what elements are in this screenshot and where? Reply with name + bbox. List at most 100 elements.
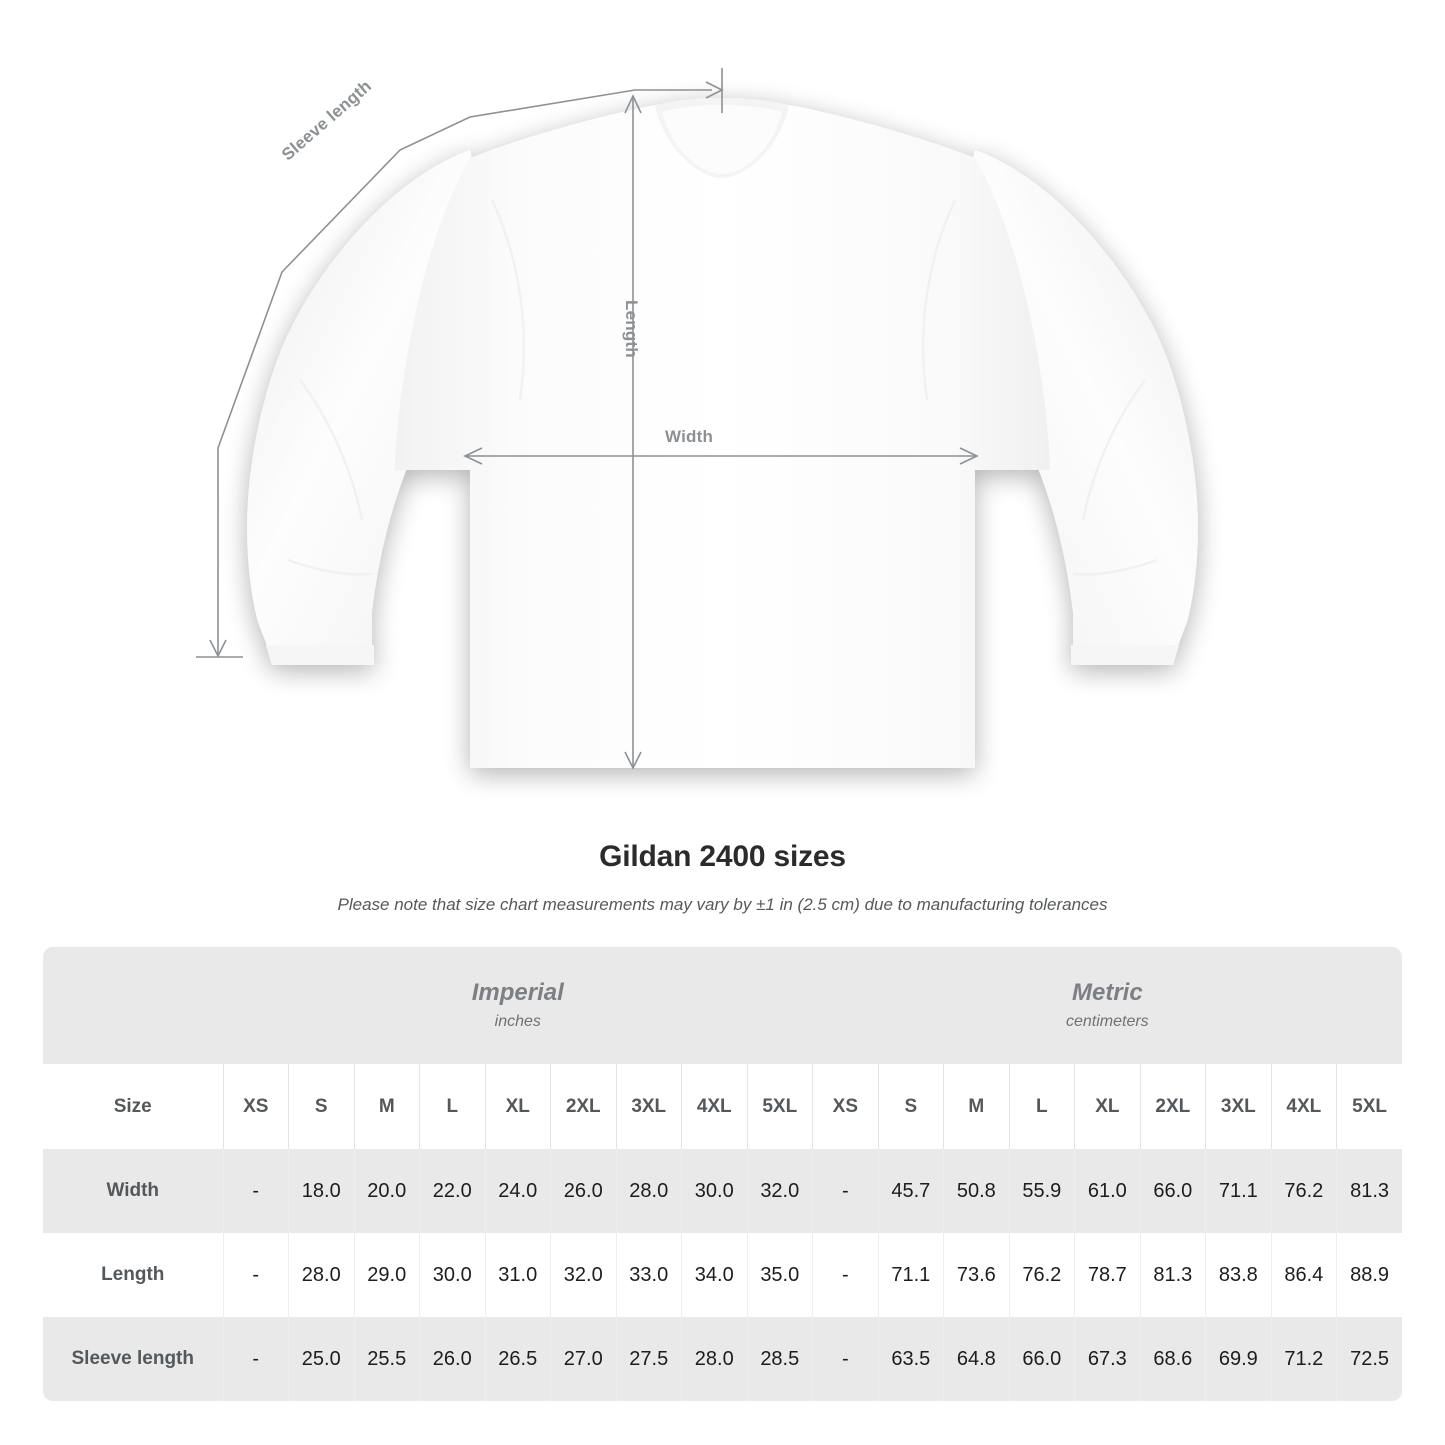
cell-width-metric-m: 50.8	[943, 1149, 1010, 1233]
group-name: Metric	[1071, 978, 1143, 1006]
cell-length-imperial-3xl: 33.0	[615, 1233, 682, 1317]
size-header-cell-metric-xl: XL	[1074, 1064, 1141, 1149]
size-header-cell-metric-5xl: 5XL	[1336, 1064, 1403, 1149]
cell-sleeve-length-imperial-2xl: 27.0	[550, 1317, 616, 1401]
cell-length-metric-2xl: 81.3	[1139, 1233, 1206, 1317]
cell-length-imperial-l: 30.0	[419, 1233, 485, 1317]
group-header-imperial: Imperial inches	[223, 947, 813, 1064]
group-unit: inches	[494, 1012, 541, 1030]
length-label: Length	[622, 300, 641, 358]
cell-width-metric-s: 45.7	[877, 1149, 944, 1233]
size-header-cell-imperial-s: S	[288, 1064, 354, 1149]
size-header-row: Size XS S M L XL 2XL 3XL 4XL 5XL XS S M L XL 2XL 3XL 4XL 5…	[43, 1064, 1403, 1149]
cell-length-metric-4xl: 86.4	[1270, 1233, 1337, 1317]
garment-diagram: Sleeve length Length Width	[196, 68, 1198, 770]
length-arrow-bottom	[624, 751, 642, 770]
collar-inner	[662, 105, 782, 174]
cell-sleeve-length-metric-xs: -	[812, 1317, 879, 1401]
size-header-cell-metric-l: L	[1008, 1064, 1075, 1149]
cell-length-metric-xs: -	[812, 1233, 879, 1317]
title-block: Gildan 2400 sizes Please note that size …	[0, 838, 1445, 916]
table-row: Length -28.0 29.0 30.0 31.0 32.0 33.0 34.0 35.0-…	[43, 1233, 1403, 1317]
cell-sleeve-length-imperial-3xl: 27.5	[615, 1317, 682, 1401]
cell-width-metric-l: 55.9	[1008, 1149, 1075, 1233]
shirt-shape	[247, 98, 1198, 768]
cell-length-imperial-5xl: 35.0	[746, 1233, 813, 1317]
group-name: Imperial	[471, 978, 564, 1006]
size-header-cell-imperial-m: M	[353, 1064, 420, 1149]
size-header-cell-metric-m: M	[943, 1064, 1010, 1149]
cell-length-imperial-xs: -	[222, 1233, 289, 1317]
cell-width-metric-xl: 61.0	[1074, 1149, 1141, 1233]
cell-width-metric-2xl: 66.0	[1139, 1149, 1206, 1233]
cell-width-imperial-xl: 24.0	[484, 1149, 551, 1233]
group-unit: centimeters	[1065, 1012, 1149, 1030]
row-label-width: Width	[43, 1149, 223, 1233]
cell-sleeve-length-metric-m: 64.8	[943, 1317, 1010, 1401]
fabric-folds	[287, 199, 1158, 576]
cell-width-imperial-s: 18.0	[288, 1149, 354, 1233]
cell-width-imperial-l: 22.0	[419, 1149, 485, 1233]
cell-length-metric-3xl: 83.8	[1205, 1233, 1272, 1317]
right-cuff	[1071, 645, 1179, 665]
size-header-cell-metric-s: S	[877, 1064, 944, 1149]
size-header-cell-metric-2xl: 2XL	[1139, 1064, 1206, 1149]
size-header-cell-imperial-l: L	[419, 1064, 485, 1149]
group-header-spacer	[43, 947, 223, 1064]
cell-sleeve-length-imperial-xl: 26.5	[484, 1317, 551, 1401]
cell-sleeve-length-imperial-m: 25.5	[353, 1317, 420, 1401]
group-header-row: Imperial inches Metric centimeters	[43, 947, 1403, 1064]
cell-length-imperial-xl: 31.0	[484, 1233, 551, 1317]
cell-width-metric-xs: -	[812, 1149, 879, 1233]
size-column-header: Size	[43, 1064, 223, 1149]
cell-width-metric-3xl: 71.1	[1205, 1149, 1272, 1233]
page-title: Gildan 2400 sizes	[599, 840, 846, 873]
size-header-cell-imperial-xs: XS	[222, 1064, 289, 1149]
cell-length-metric-5xl: 88.9	[1336, 1233, 1403, 1317]
table-row: Width -18.0 20.0 22.0 24.0 26.0 28.0 30.0 32.0-4…	[43, 1149, 1403, 1233]
cell-width-imperial-xs: -	[222, 1149, 289, 1233]
left-cuff	[266, 645, 374, 665]
measurement-lines	[196, 68, 979, 770]
cell-length-metric-xl: 78.7	[1074, 1233, 1141, 1317]
row-label-sleeve-length: Sleeve length	[43, 1317, 223, 1401]
width-arrow-right	[959, 447, 979, 465]
cell-width-imperial-2xl: 26.0	[550, 1149, 616, 1233]
cell-sleeve-length-metric-2xl: 68.6	[1139, 1317, 1206, 1401]
size-chart-table-wrap: Imperial inches Metric centimeters Size XS S M L…	[43, 947, 1403, 1401]
cell-sleeve-length-imperial-xs: -	[222, 1317, 289, 1401]
size-header-cell-metric-xs: XS	[812, 1064, 879, 1149]
size-header-cell-metric-3xl: 3XL	[1205, 1064, 1272, 1149]
cell-sleeve-length-metric-4xl: 71.2	[1270, 1317, 1337, 1401]
cell-sleeve-length-imperial-4xl: 28.0	[681, 1317, 747, 1401]
cell-length-metric-l: 76.2	[1008, 1233, 1075, 1317]
cell-sleeve-length-metric-s: 63.5	[877, 1317, 944, 1401]
group-header-metric: Metric centimeters	[812, 947, 1403, 1064]
size-header-cell-imperial-xl: XL	[484, 1064, 551, 1149]
cell-length-imperial-2xl: 32.0	[550, 1233, 616, 1317]
cell-width-metric-5xl: 81.3	[1336, 1149, 1403, 1233]
cell-sleeve-length-metric-xl: 67.3	[1074, 1317, 1141, 1401]
cell-width-metric-4xl: 76.2	[1270, 1149, 1337, 1233]
cell-width-imperial-5xl: 32.0	[746, 1149, 813, 1233]
table-row: Sleeve length -25.0 25.5 26.0 26.5 27.0 27.5 28…	[43, 1317, 1403, 1401]
size-header-cell-imperial-3xl: 3XL	[615, 1064, 682, 1149]
cell-width-imperial-m: 20.0	[353, 1149, 420, 1233]
length-arrow-top	[624, 94, 642, 114]
cell-sleeve-length-metric-3xl: 69.9	[1205, 1317, 1272, 1401]
cell-length-imperial-m: 29.0	[353, 1233, 420, 1317]
cell-length-metric-m: 73.6	[943, 1233, 1010, 1317]
width-label: Width	[665, 427, 714, 446]
cell-length-imperial-4xl: 34.0	[681, 1233, 747, 1317]
cell-length-imperial-s: 28.0	[288, 1233, 354, 1317]
cell-sleeve-length-imperial-5xl: 28.5	[746, 1317, 813, 1401]
garment-illustration	[196, 68, 1198, 770]
cell-sleeve-length-metric-l: 66.0	[1008, 1317, 1075, 1401]
width-arrow-left	[463, 447, 483, 465]
cell-width-imperial-4xl: 30.0	[681, 1149, 747, 1233]
cell-sleeve-length-metric-5xl: 72.5	[1336, 1317, 1403, 1401]
size-chart-table: Imperial inches Metric centimeters Size XS S M L…	[43, 947, 1403, 1401]
cell-length-metric-s: 71.1	[877, 1233, 944, 1317]
row-label-length: Length	[43, 1233, 223, 1317]
size-header-cell-imperial-4xl: 4XL	[681, 1064, 747, 1149]
